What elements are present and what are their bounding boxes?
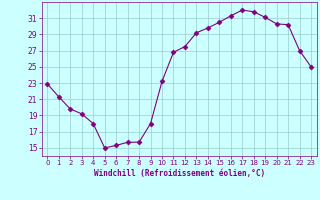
- X-axis label: Windchill (Refroidissement éolien,°C): Windchill (Refroidissement éolien,°C): [94, 169, 265, 178]
